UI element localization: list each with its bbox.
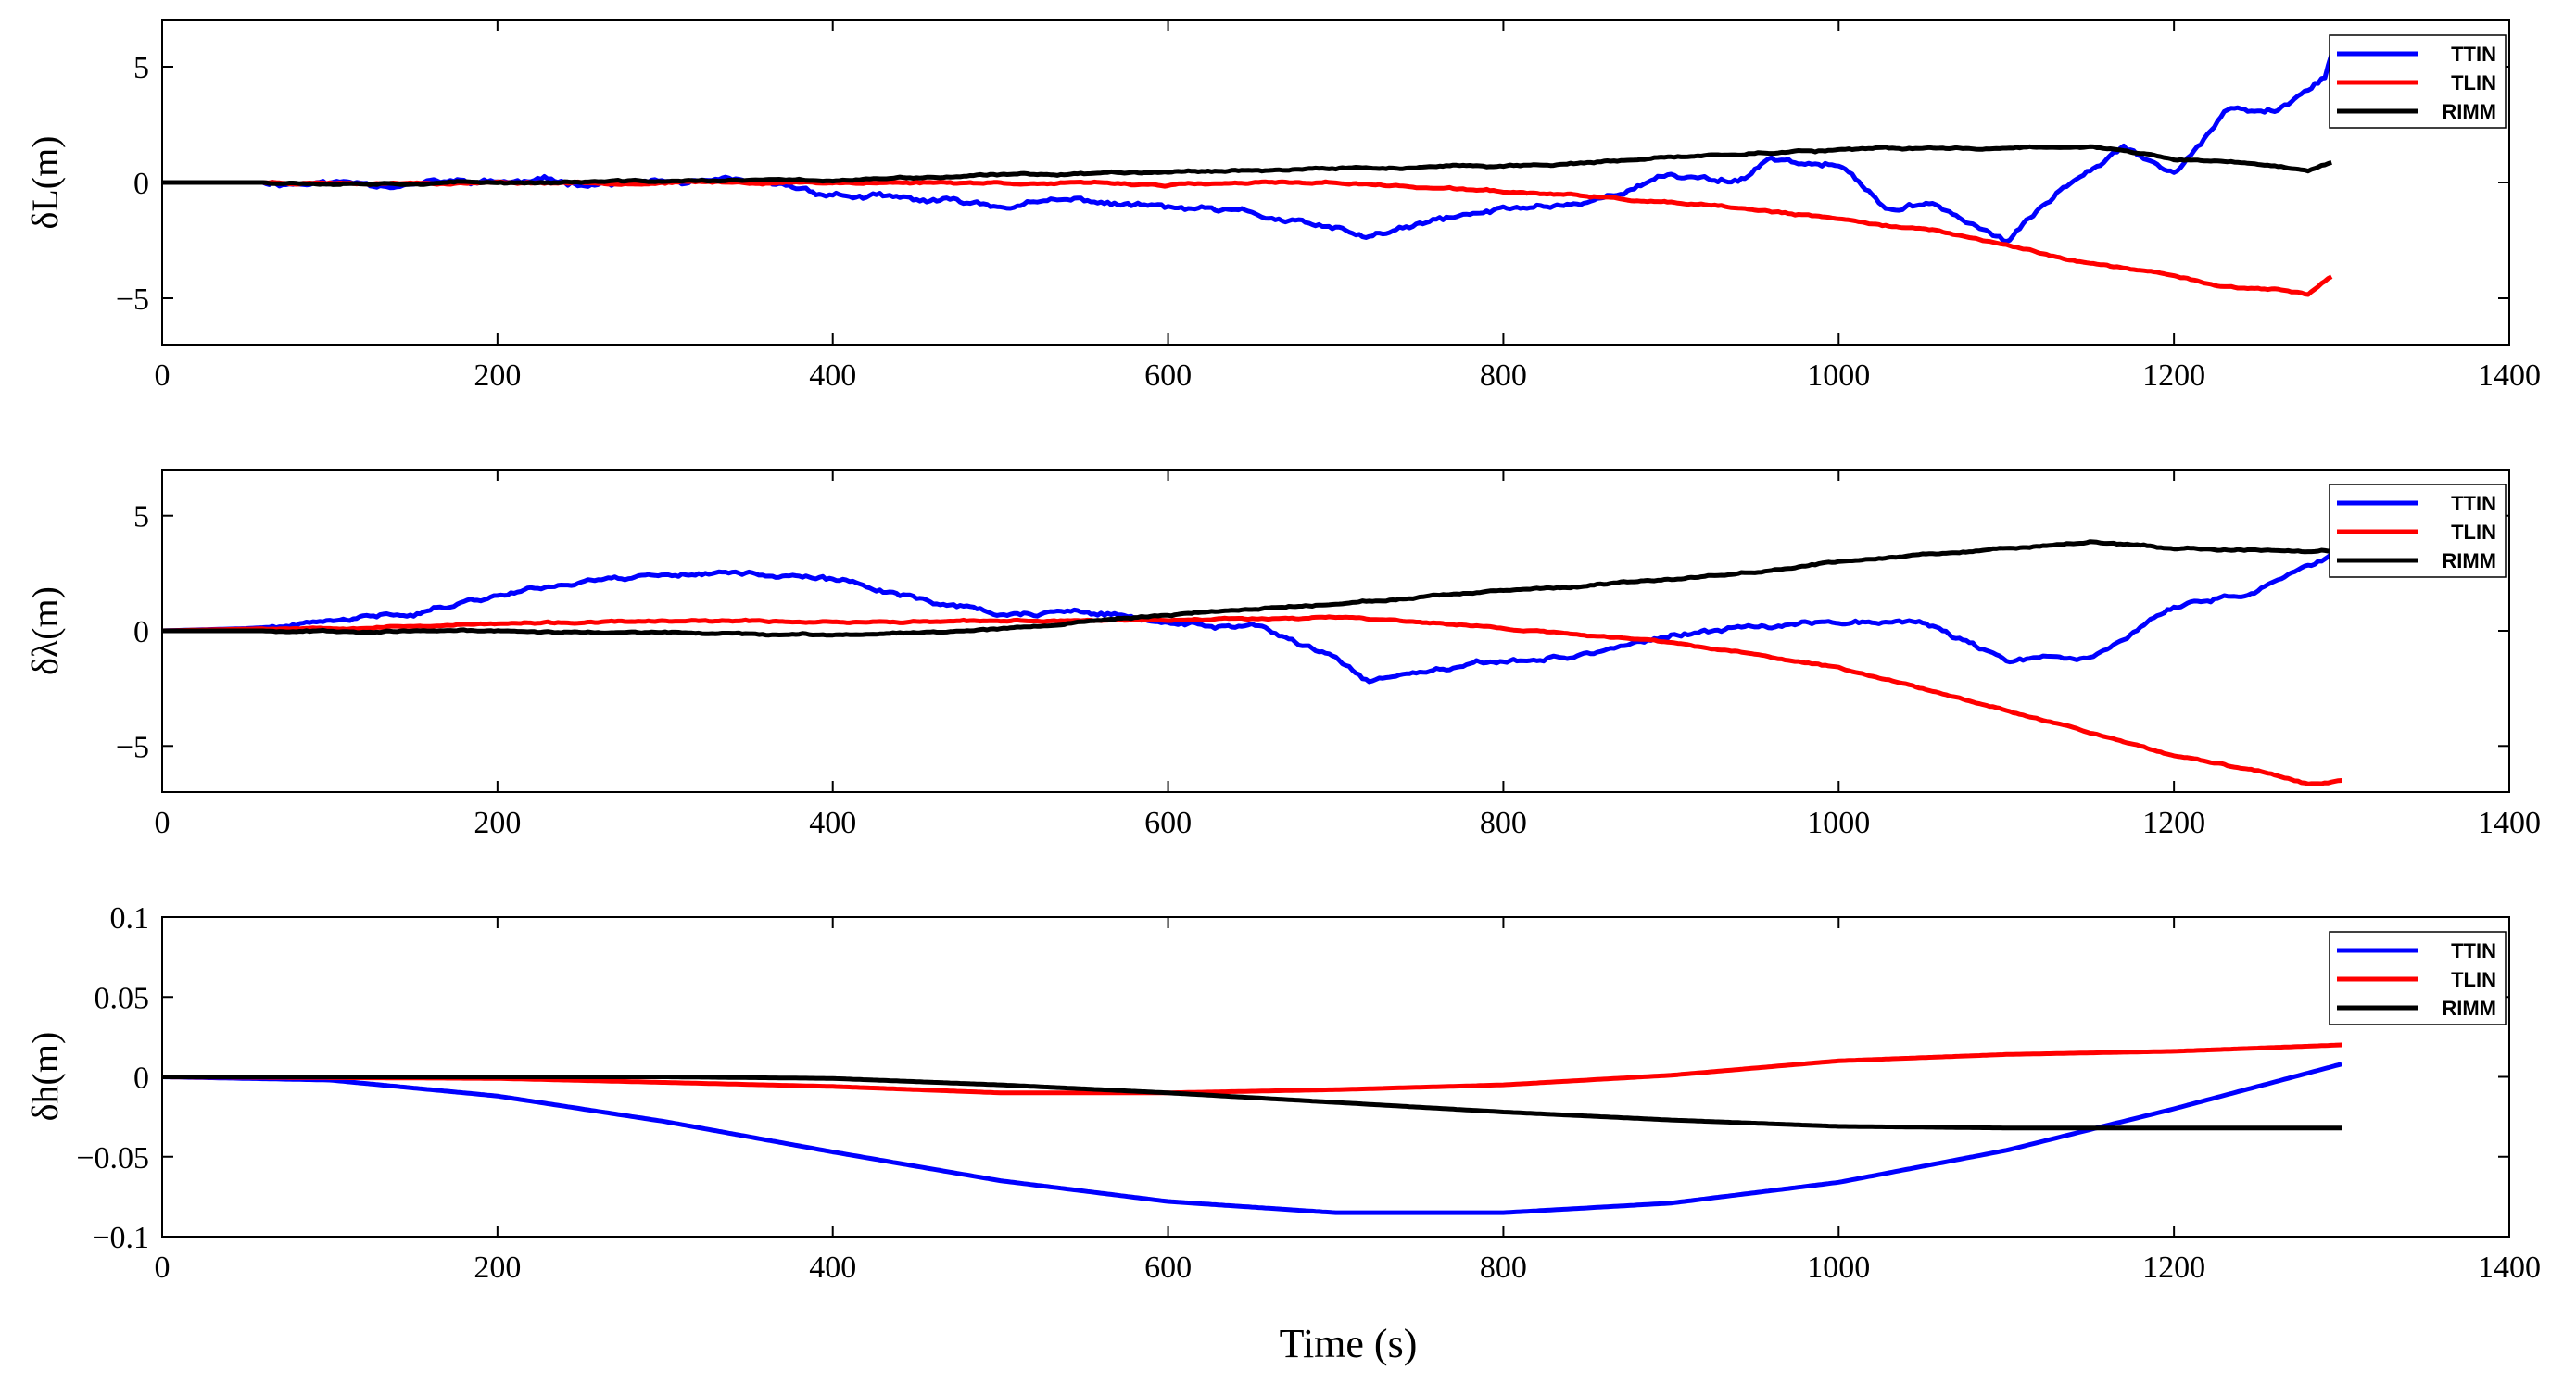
- panel-delta-lambda: 0 200 400 600 800 1000 1200 1400 −5 0 5 δλ(m) TTIN…: [24, 470, 2541, 840]
- y-tick-label: 5: [133, 51, 149, 85]
- tick-layer: 0 200 400 600 800 1000 1200 1400 −5 0 5: [116, 20, 2541, 393]
- x-tick-label: 0: [155, 1251, 170, 1285]
- x-tick-label: 200: [474, 806, 521, 840]
- x-tick-label: 1400: [2478, 358, 2541, 393]
- x-tick-label: 400: [809, 806, 856, 840]
- series-line-tlin: [162, 617, 2342, 784]
- x-tick-label: 600: [1144, 806, 1192, 840]
- y-tick-label: 0.05: [95, 981, 150, 1015]
- x-tick-label: 0: [155, 806, 170, 840]
- legend-label-rimm: RIMM: [2442, 100, 2496, 123]
- panel-delta-L: 0 200 400 600 800 1000 1200 1400 −5 0 5 δL(m) TTIN…: [24, 20, 2541, 393]
- x-tick-label: 800: [1480, 358, 1527, 393]
- x-tick-label: 1000: [1807, 806, 1870, 840]
- legend-label-ttin: TTIN: [2451, 43, 2496, 66]
- x-tick-label: 400: [809, 1251, 856, 1285]
- y-tick-label: −0.1: [92, 1221, 149, 1255]
- x-tick-label: 1000: [1807, 358, 1870, 393]
- x-tick-label: 800: [1480, 1251, 1527, 1285]
- legend-label-tlin: TLIN: [2451, 521, 2496, 544]
- panel-delta-h: 0 200 400 600 800 1000 1200 1400 −0.1 −0.05 0 0.05 0…: [24, 901, 2541, 1285]
- x-tick-label: 200: [474, 1251, 521, 1285]
- legend-label-tlin: TLIN: [2451, 71, 2496, 94]
- x-axis-title: Time (s): [1280, 1321, 1418, 1366]
- x-tick-label: 1000: [1807, 1251, 1870, 1285]
- y-axis-label: δλ(m): [24, 586, 66, 675]
- series-line-rimm: [162, 146, 2331, 184]
- x-tick-label: 600: [1144, 358, 1192, 393]
- legend: TTIN TLIN RIMM: [2330, 35, 2506, 128]
- series-line-ttin: [162, 548, 2342, 682]
- series-layer: [162, 1045, 2342, 1213]
- x-tick-label: 0: [155, 358, 170, 393]
- x-tick-label: 200: [474, 358, 521, 393]
- series-line-rimm: [162, 542, 2342, 635]
- x-tick-label: 1200: [2142, 358, 2205, 393]
- x-tick-label: 1400: [2478, 1251, 2541, 1285]
- x-tick-label: 600: [1144, 1251, 1192, 1285]
- y-tick-label: 0: [133, 167, 149, 201]
- y-axis-label: δh(m): [24, 1032, 66, 1122]
- y-tick-label: 5: [133, 500, 149, 534]
- series-line-tlin: [162, 1045, 2342, 1093]
- series-layer: [162, 542, 2342, 785]
- x-tick-label: 400: [809, 358, 856, 393]
- legend-label-rimm: RIMM: [2442, 549, 2496, 572]
- series-line-ttin: [162, 1064, 2342, 1213]
- legend-label-ttin: TTIN: [2451, 939, 2496, 962]
- legend-label-tlin: TLIN: [2451, 968, 2496, 991]
- legend-label-ttin: TTIN: [2451, 492, 2496, 515]
- y-tick-label: −0.05: [76, 1141, 149, 1176]
- x-tick-label: 1400: [2478, 806, 2541, 840]
- y-tick-label: 0.1: [110, 901, 150, 936]
- y-tick-label: 0: [133, 615, 149, 649]
- legend: TTIN TLIN RIMM: [2330, 932, 2506, 1025]
- y-tick-label: −5: [116, 730, 149, 764]
- series-line-rimm: [162, 1077, 2342, 1128]
- figure: 0 200 400 600 800 1000 1200 1400 −5 0 5 δL(m) TTIN…: [0, 0, 2576, 1383]
- y-tick-label: 0: [133, 1062, 149, 1096]
- series-line-tlin: [162, 182, 2331, 295]
- x-tick-label: 1200: [2142, 1251, 2205, 1285]
- x-tick-label: 1200: [2142, 806, 2205, 840]
- legend-label-rimm: RIMM: [2442, 997, 2496, 1020]
- series-layer: [162, 55, 2331, 295]
- x-tick-label: 800: [1480, 806, 1527, 840]
- y-tick-label: −5: [116, 283, 149, 317]
- legend: TTIN TLIN RIMM: [2330, 484, 2506, 577]
- y-axis-label: δL(m): [24, 135, 66, 229]
